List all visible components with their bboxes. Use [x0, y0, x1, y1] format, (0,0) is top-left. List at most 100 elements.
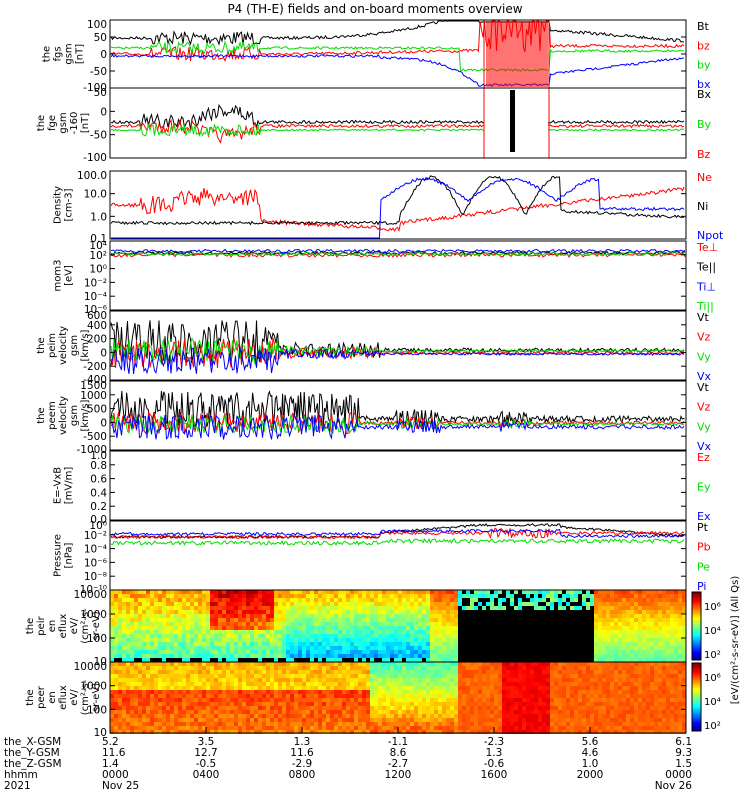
spectrogram-cell	[498, 678, 502, 682]
spectrogram-cell	[374, 634, 378, 638]
spectrogram-cell	[382, 610, 386, 614]
spectrogram-cell	[482, 710, 486, 714]
spectrogram-cell	[246, 730, 250, 734]
spectrogram-cell	[462, 726, 466, 730]
spectrogram-cell	[270, 658, 274, 662]
spectrogram-cell	[550, 722, 554, 726]
spectrogram-cell	[234, 718, 238, 722]
spectrogram-cell	[186, 610, 190, 614]
spectrogram-cell	[666, 594, 670, 598]
spectrogram-cell	[314, 682, 318, 686]
spectrogram-cell	[574, 630, 578, 634]
spectrogram-cell	[294, 606, 298, 610]
spectrogram-cell	[554, 690, 558, 694]
spectrogram-cell	[582, 622, 586, 626]
spectrogram-cell	[474, 682, 478, 686]
spectrogram-cell	[442, 670, 446, 674]
spectrogram-cell	[526, 646, 530, 650]
spectrogram-cell	[110, 658, 114, 662]
spectrogram-cell	[618, 626, 622, 630]
spectrogram-cell	[298, 726, 302, 730]
spectrogram-cell	[154, 686, 158, 690]
spectrogram-cell	[226, 634, 230, 638]
spectrogram-cell	[314, 678, 318, 682]
spectrogram-cell	[502, 666, 506, 670]
spectrogram-cell	[390, 730, 394, 734]
spectrogram-cell	[658, 590, 662, 594]
series-vy	[110, 337, 685, 365]
spectrogram-cell	[206, 658, 210, 662]
spectrogram-cell	[178, 634, 182, 638]
spectrogram-cell	[326, 642, 330, 646]
spectrogram-cell	[146, 618, 150, 622]
spectrogram-cell	[430, 614, 434, 618]
spectrogram-cell	[346, 658, 350, 662]
spectrogram-cell	[582, 618, 586, 622]
spectrogram-cell	[258, 622, 262, 626]
spectrogram-cell	[186, 702, 190, 706]
spectrogram-cell	[562, 726, 566, 730]
spectrogram-cell	[570, 622, 574, 626]
spectrogram-cell	[166, 694, 170, 698]
spectrogram-cell	[434, 682, 438, 686]
spectrogram-cell	[126, 654, 130, 658]
spectrogram-cell	[634, 618, 638, 622]
spectrogram-cell	[294, 718, 298, 722]
spectrogram-cell	[206, 694, 210, 698]
spectrogram-cell	[338, 726, 342, 730]
spectrogram-cell	[142, 714, 146, 718]
spectrogram-cell	[482, 666, 486, 670]
spectrogram-cell	[226, 618, 230, 622]
spectrogram-cell	[586, 666, 590, 670]
spectrogram-cell	[526, 730, 530, 734]
spectrogram-cell	[306, 666, 310, 670]
spectrogram-cell	[114, 686, 118, 690]
spectrogram-cell	[458, 710, 462, 714]
spectrogram-cell	[462, 730, 466, 734]
spectrogram-cell	[462, 718, 466, 722]
spectrogram-cell	[474, 726, 478, 730]
spectrogram-cell	[534, 666, 538, 670]
spectrogram-cell	[586, 614, 590, 618]
spectrogram-cell	[330, 678, 334, 682]
spectrogram-cell	[410, 642, 414, 646]
spectrogram-cell	[566, 686, 570, 690]
spectrogram-cell	[178, 710, 182, 714]
spectrogram-cell	[390, 670, 394, 674]
spectrogram-cell	[226, 678, 230, 682]
spectrogram-cell	[510, 630, 514, 634]
spectrogram-cell	[498, 638, 502, 642]
spectrogram-cell	[110, 666, 114, 670]
spectrogram-cell	[338, 618, 342, 622]
spectrogram-cell	[418, 654, 422, 658]
spectrogram-cell	[286, 722, 290, 726]
spectrogram-cell	[578, 730, 582, 734]
spectrogram-cell	[386, 714, 390, 718]
spectrogram-cell	[126, 622, 130, 626]
y-axis-label-line: (cm²-s-	[80, 608, 91, 644]
y-tick-label: 1.0	[90, 450, 107, 462]
spectrogram-cell	[330, 686, 334, 690]
spectrogram-cell	[154, 718, 158, 722]
spectrogram-cell	[146, 634, 150, 638]
spectrogram-cell	[610, 638, 614, 642]
spectrogram-cell	[118, 694, 122, 698]
spectrogram-cell	[482, 606, 486, 610]
spectrogram-cell	[274, 646, 278, 650]
series-bz	[110, 20, 685, 62]
spectrogram-cell	[294, 702, 298, 706]
spectrogram-cell	[446, 682, 450, 686]
spectrogram-cell	[610, 658, 614, 662]
spectrogram-cell	[470, 654, 474, 658]
spectrogram-cell	[122, 702, 126, 706]
spectrogram-cell	[190, 622, 194, 626]
spectrogram-cell	[602, 618, 606, 622]
spectrogram-cell	[558, 638, 562, 642]
spectrogram-cell	[322, 614, 326, 618]
spectrogram-cell	[122, 658, 126, 662]
spectrogram-cell	[338, 646, 342, 650]
spectrogram-cell	[518, 614, 522, 618]
spectrogram-cell	[274, 694, 278, 698]
spectrogram-cell	[254, 698, 258, 702]
spectrogram-cell	[362, 646, 366, 650]
